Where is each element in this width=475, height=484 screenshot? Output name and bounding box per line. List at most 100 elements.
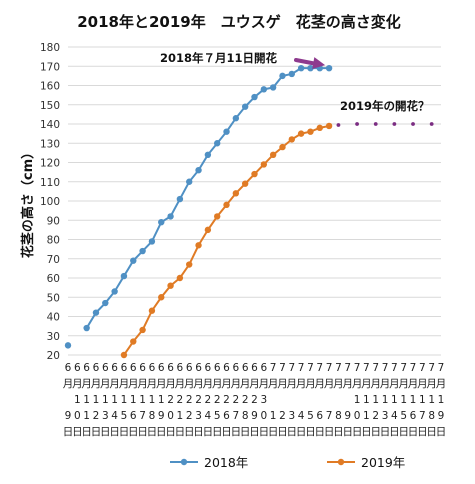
- x-tick-day: 2: [279, 410, 286, 422]
- data-point: [158, 218, 165, 226]
- x-tick-unit: 月: [109, 378, 120, 390]
- x-tick-label: 7 月 4 日: [296, 362, 307, 438]
- x-tick-day-tens: 1: [121, 394, 128, 406]
- x-tick-label: 7 月 1 3 日: [380, 362, 391, 438]
- x-tick-day-tens: 1: [102, 394, 109, 406]
- x-tick-suffix: 日: [203, 426, 214, 438]
- x-tick-label: 6 月 9 日: [63, 362, 74, 438]
- x-tick-day: 7: [326, 410, 333, 422]
- x-tick-month: 6: [195, 362, 202, 374]
- series-0: [64, 64, 333, 349]
- data-point: [288, 70, 295, 78]
- x-tick-month: 6: [186, 362, 193, 374]
- projection-point: [392, 122, 397, 126]
- x-tick-day-tens: 1: [83, 394, 90, 406]
- x-tick-label: 6 月 2 9 日: [249, 362, 260, 438]
- data-point: [139, 326, 146, 334]
- x-tick-day-ones: 7: [139, 410, 146, 422]
- series-line: [85, 67, 330, 329]
- data-point: [325, 64, 333, 72]
- x-tick-unit: 月: [119, 378, 130, 390]
- x-tick-day-ones: 3: [382, 410, 389, 422]
- data-point: [111, 288, 118, 295]
- x-tick-unit: 月: [259, 378, 270, 390]
- data-point: [167, 213, 174, 220]
- x-tick-suffix: 日: [240, 426, 251, 438]
- x-tick-month: 7: [288, 362, 295, 374]
- x-tick-suffix: 日: [315, 426, 326, 438]
- y-tick-label: 180: [40, 42, 60, 54]
- x-tick-label: 6 月 3 0 日: [259, 362, 270, 438]
- data-point: [120, 272, 128, 280]
- x-tick-label: 7 月 2 日: [277, 362, 288, 438]
- y-tick-label: 50: [47, 292, 60, 304]
- x-tick-day: 8: [335, 410, 342, 422]
- annotation-bloom-2019: 2019年の開花？: [340, 99, 430, 113]
- x-tick-day-tens: 1: [354, 394, 361, 406]
- x-tick-day-ones: 2: [93, 410, 100, 422]
- legend-marker: [180, 458, 188, 466]
- x-tick-day-ones: 9: [158, 410, 165, 422]
- x-tick-suffix: 日: [156, 426, 167, 438]
- x-tick-suffix: 日: [408, 426, 419, 438]
- x-tick-month: 6: [149, 362, 156, 374]
- data-point: [288, 136, 295, 143]
- x-tick-suffix: 日: [333, 426, 344, 438]
- x-tick-label: 7 月 1 2 日: [370, 362, 381, 438]
- x-tick-day-tens: 1: [158, 394, 165, 406]
- x-tick-month: 6: [205, 362, 212, 374]
- x-tick-label: 7 月 3 日: [287, 362, 298, 438]
- x-tick-day-ones: 0: [354, 410, 361, 422]
- x-tick-day-ones: 5: [214, 410, 221, 422]
- legend-label: 2019年: [361, 455, 405, 470]
- x-tick-month: 6: [260, 362, 267, 374]
- x-tick-suffix: 日: [352, 426, 363, 438]
- data-point: [214, 140, 221, 147]
- x-tick-suffix: 日: [398, 426, 409, 438]
- x-tick-suffix: 日: [221, 426, 232, 438]
- x-tick-label: 7 月 1 7 日: [417, 362, 428, 438]
- x-tick-label: 7 月 1 9 日: [436, 362, 447, 438]
- x-tick-day-tens: 1: [111, 394, 118, 406]
- data-point: [297, 130, 305, 137]
- y-tick-label: 80: [47, 235, 60, 247]
- x-tick-month: 7: [400, 362, 407, 374]
- x-tick-unit: 月: [165, 378, 176, 390]
- projection-point: [411, 122, 415, 126]
- x-tick-suffix: 日: [231, 426, 242, 438]
- x-tick-day-ones: 6: [130, 410, 137, 422]
- y-tick-label: 170: [40, 61, 60, 73]
- x-tick-unit: 月: [305, 378, 316, 390]
- x-tick-unit: 月: [426, 378, 437, 390]
- x-tick-day-ones: 0: [74, 410, 81, 422]
- legend-label: 2018年: [204, 455, 248, 470]
- x-tick-suffix: 日: [109, 426, 120, 438]
- x-tick-day-ones: 6: [410, 410, 417, 422]
- x-tick-day-ones: 7: [419, 410, 426, 422]
- data-point: [214, 213, 221, 220]
- x-tick-month: 7: [344, 362, 351, 374]
- projection-point: [355, 122, 359, 126]
- annotation-bloom-2018: 2018年７月11日開花: [160, 51, 278, 65]
- x-tick-month: 7: [279, 362, 286, 374]
- x-tick-label: 7 月 1 6 日: [408, 362, 419, 438]
- projection-points: [336, 122, 434, 127]
- y-tick-label: 30: [47, 331, 60, 343]
- data-point: [232, 190, 240, 197]
- x-tick-month: 6: [177, 362, 184, 374]
- x-tick-unit: 月: [296, 378, 307, 390]
- x-tick-month: 7: [391, 362, 398, 374]
- x-tick-month: 7: [438, 362, 445, 374]
- x-tick-suffix: 日: [361, 426, 372, 438]
- x-tick-suffix: 日: [426, 426, 437, 438]
- data-point: [167, 282, 174, 289]
- legend-item-1: 2019年: [327, 455, 405, 470]
- x-tick-suffix: 日: [175, 426, 186, 438]
- data-point: [148, 238, 156, 245]
- x-tick-month: 7: [270, 362, 277, 374]
- x-tick-unit: 月: [287, 378, 298, 390]
- x-tick-suffix: 日: [147, 426, 158, 438]
- x-tick-day-ones: 9: [251, 410, 258, 422]
- data-point: [204, 151, 212, 158]
- data-point: [64, 342, 72, 349]
